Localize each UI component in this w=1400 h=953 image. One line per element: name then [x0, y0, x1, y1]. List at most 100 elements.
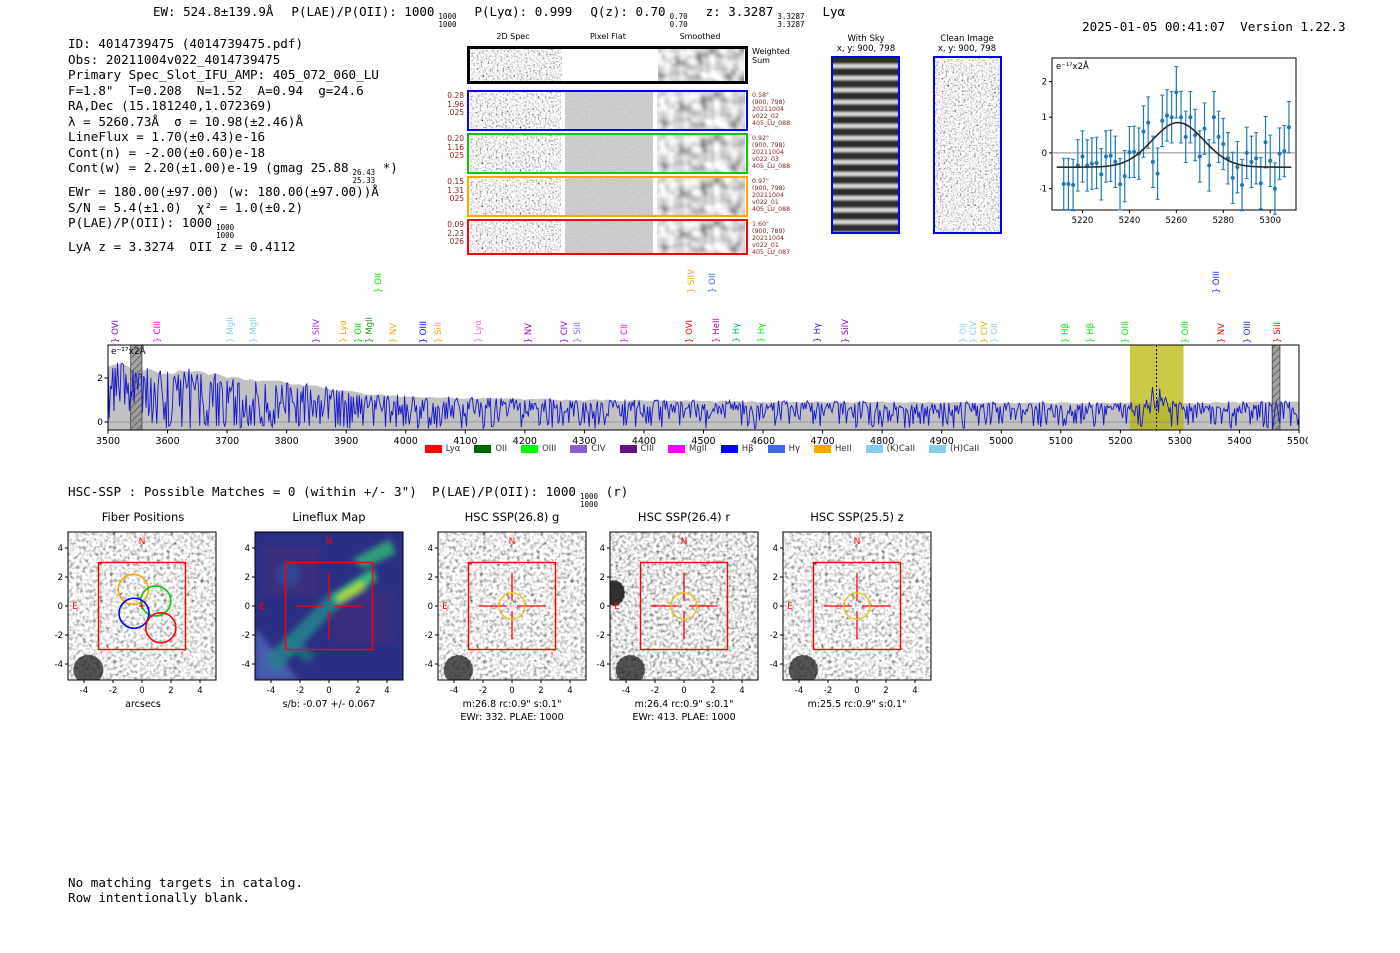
cleanimage-image	[933, 56, 1002, 234]
fraction-upper: 1000	[438, 12, 457, 21]
y-tick-label: 2	[97, 374, 103, 384]
data-point	[1249, 159, 1254, 164]
right-label-line: 20211004	[752, 235, 785, 243]
header-stat-3: Q(z): 0.70 0.70 0.70	[590, 4, 687, 28]
right-label-line: (900, 798)	[752, 142, 785, 150]
x-tick-label: 3700	[215, 436, 239, 447]
right-label-line: 405_LU_088	[752, 206, 791, 214]
left-label-line: 1.31	[447, 185, 464, 195]
panel-smoothed	[657, 92, 745, 129]
data-point	[1113, 159, 1118, 164]
x-tick-label: 0	[854, 686, 859, 696]
legend-item-3: CIV	[570, 444, 606, 454]
x-tick-label: 4900	[930, 436, 954, 447]
spec2d-row-panels	[471, 49, 744, 81]
x-tick-label: 4400	[632, 436, 656, 447]
legend-swatch	[521, 445, 539, 453]
x-tick-label: 4500	[691, 436, 715, 447]
y-tick-label: 0	[600, 602, 605, 612]
panel-pixelflat	[565, 221, 653, 253]
y-tick-label: -4	[55, 660, 63, 670]
x-tick-label: -4	[80, 686, 88, 696]
info-line-text: ID: 4014739475 (4014739475.pdf)	[68, 36, 304, 51]
info-line-text: S/N = 5.4(±1.0) χ² = 1.0(±0.2)	[68, 199, 304, 215]
fraction-upper: 1000	[580, 492, 599, 501]
info-line-9: EWr = 180.00(±97.00) (w: 180.00(±97.00))…	[68, 184, 398, 200]
data-point	[1211, 115, 1216, 120]
x-tick-label: -4	[795, 686, 803, 696]
cutout-title-hsc-g: HSC SSP(26.8) g	[464, 510, 560, 524]
right-label-line: (900, 798)	[752, 99, 785, 107]
data-point	[1263, 140, 1268, 145]
panel-2dspec	[470, 178, 561, 215]
x-tick-label: 3600	[155, 436, 179, 447]
cutout-xlabel-hsc-g: m:26.8 rc:0.9" s:0.1"	[462, 699, 562, 710]
cutout-xlabel-lineflux: s/b: -0.07 +/- 0.067	[282, 699, 376, 710]
compass-east-label: E	[442, 602, 448, 612]
data-point	[1202, 126, 1207, 131]
cutout-hsc_g-svg: N E -4 -4 -2 -2 0 0 2 2 4 4	[425, 531, 587, 696]
info-line-8: Cont(w) = 2.20(±1.00)e-19 (gmag 25.88 26.…	[68, 160, 398, 184]
info-line-text: EWr = 180.00(±97.00) (w: 180.00(±97.00))…	[68, 184, 379, 199]
spec2d-title-pixelflat: Pixel Flat	[590, 32, 626, 41]
legend-swatch	[474, 445, 492, 453]
data-point	[1164, 113, 1169, 118]
fiber-circle	[117, 573, 150, 606]
hsc-line-suffix: (r)	[598, 484, 629, 499]
compass-east-label: E	[72, 602, 78, 612]
bounding-square	[284, 561, 374, 651]
data-point	[1258, 181, 1263, 186]
cutout-title-fiber-positions: Fiber Positions	[101, 510, 185, 524]
compass-north-label: N	[854, 537, 861, 547]
x-tick-label: 4000	[394, 436, 418, 447]
info-line-text: LineFlux = 1.70(±0.43)e-16	[68, 129, 266, 144]
panel-pixelflat	[565, 135, 653, 172]
spec2d-right-labels-1: 0.58" (900, 798) 20211004 v022_02 405_LU_088	[752, 92, 798, 127]
panel-2dspec	[470, 92, 561, 129]
y-tick-label: -4	[242, 660, 250, 670]
data-point	[1188, 115, 1193, 120]
info-line-3: F=1.8" T=0.208 N=1.52 A=0.94 g=24.6	[68, 83, 398, 99]
y-tick-label: 2	[58, 573, 63, 583]
legend-item-1: OII	[474, 444, 507, 454]
x-tick-label: -2	[651, 686, 659, 696]
data-point	[1099, 172, 1104, 177]
fraction-stack: 1000 1000	[580, 493, 598, 508]
full-spectrum-svg: 3500 3600 3700 3800 3900 4000 4100 4200 4300 4400…	[96, 344, 1308, 447]
data-point	[1277, 151, 1282, 156]
data-point	[1235, 165, 1240, 170]
left-label-line: 025	[449, 108, 464, 118]
flux-line	[108, 362, 1299, 430]
y-tick-label: -2	[242, 631, 250, 641]
report-date: 2025-01-05 00:41:07	[1082, 19, 1226, 34]
fraction-upper: 1000	[216, 223, 235, 232]
info-line-10: S/N = 5.4(±1.0) χ² = 1.0(±0.2)	[68, 200, 398, 216]
x-tick-label: 5300	[1168, 436, 1192, 447]
cutout-title-lineflux-map: Lineflux Map	[292, 510, 366, 524]
aperture-circle	[843, 592, 871, 620]
y-tick-label: 2	[428, 573, 433, 583]
legend-label: (K)CaII	[886, 444, 916, 454]
y-tick-label: 4	[600, 544, 605, 554]
right-label-line: (900, 789)	[752, 228, 785, 236]
data-point	[1282, 149, 1287, 154]
data-point	[1207, 163, 1212, 168]
data-point	[1127, 150, 1132, 155]
legend-swatch	[720, 445, 738, 453]
fraction-stack: 0.70 0.70	[670, 13, 688, 28]
y-tick-label: 4	[58, 544, 63, 554]
y-tick-label: 2	[773, 573, 778, 583]
spec2d-title-2dspec: 2D Spec	[496, 32, 530, 41]
x-tick-label: -2	[479, 686, 487, 696]
spec2d-left-labels-3: 0.15 1.31 025	[437, 177, 464, 204]
header-spacer	[1225, 19, 1240, 34]
ylabel-bg	[1053, 59, 1101, 71]
legend-label: CIV	[591, 444, 606, 454]
fiber-circle	[145, 611, 177, 644]
fraction-lower: 0.70	[669, 19, 688, 29]
x-tick-label: 2	[883, 686, 888, 696]
gaussian-fit-curve	[1056, 121, 1292, 168]
legend-item-5: MgII	[668, 444, 707, 454]
left-label-line: 025	[449, 194, 464, 204]
info-line-6: LineFlux = 1.70(±0.43)e-16	[68, 129, 398, 145]
